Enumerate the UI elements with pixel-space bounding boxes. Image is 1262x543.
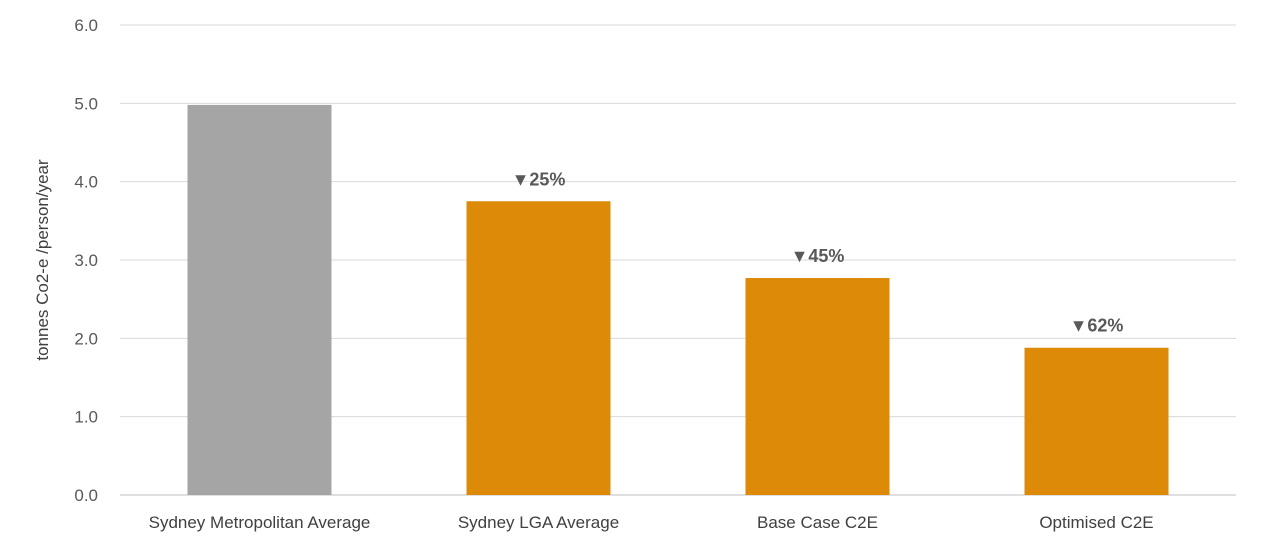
- x-category-label: Sydney Metropolitan Average: [149, 513, 371, 532]
- bar: [187, 104, 332, 496]
- data-label: ▼62%: [1070, 316, 1124, 336]
- y-tick-label: 1.0: [74, 408, 98, 427]
- y-axis-title: tonnes Co2-e /person/year: [33, 159, 52, 361]
- y-tick-label: 0.0: [74, 486, 98, 505]
- data-label: ▼45%: [791, 246, 845, 266]
- y-tick-label: 3.0: [74, 251, 98, 270]
- x-axis-categories: Sydney Metropolitan Average Sydney LGA Av…: [149, 513, 1154, 532]
- y-tick-label: 4.0: [74, 173, 98, 192]
- x-category-label: Base Case C2E: [757, 513, 878, 532]
- data-labels: ▼25% ▼45% ▼62%: [512, 169, 1124, 335]
- y-tick-label: 2.0: [74, 329, 98, 348]
- x-category-label: Optimised C2E: [1039, 513, 1153, 532]
- y-tick-label: 6.0: [74, 16, 98, 35]
- bar: [466, 201, 611, 495]
- bar: [745, 278, 890, 495]
- x-category-label: Sydney LGA Average: [458, 513, 619, 532]
- y-axis-ticks: 0.0 1.0 2.0 3.0 4.0 5.0 6.0: [74, 16, 98, 505]
- bars: [187, 104, 1169, 496]
- bar: [1024, 347, 1169, 495]
- data-label: ▼25%: [512, 169, 566, 189]
- y-tick-label: 5.0: [74, 94, 98, 113]
